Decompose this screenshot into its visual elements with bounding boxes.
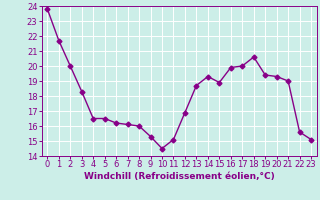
X-axis label: Windchill (Refroidissement éolien,°C): Windchill (Refroidissement éolien,°C) — [84, 172, 275, 181]
